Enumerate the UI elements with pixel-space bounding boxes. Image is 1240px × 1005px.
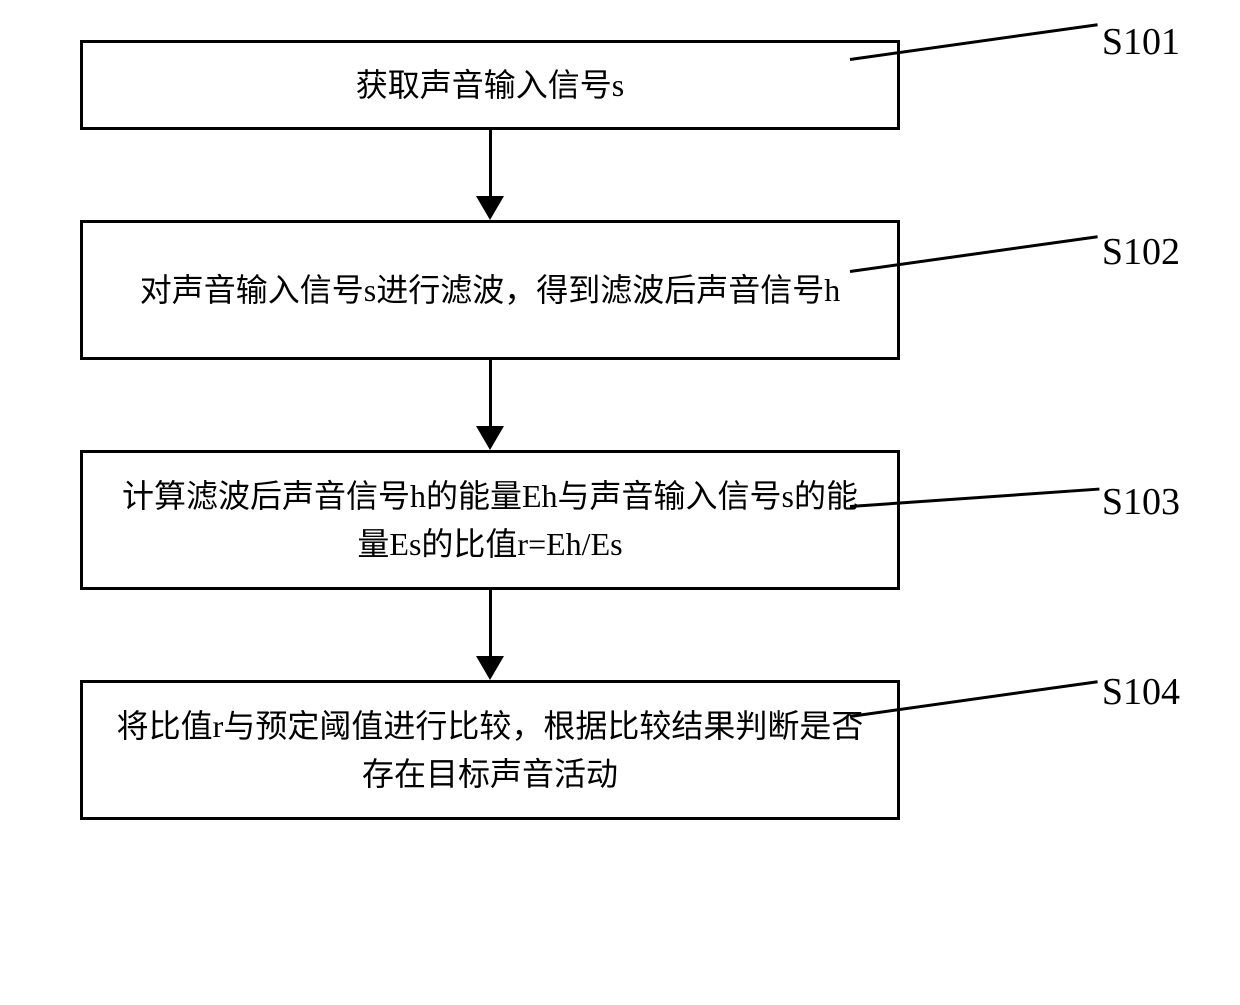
arrow-line-2 (489, 360, 492, 430)
step-box-s101: 获取声音输入信号s (80, 40, 900, 130)
step-label-s101: S101 (1102, 20, 1180, 64)
step-row-2: 对声音输入信号s进行滤波，得到滤波后声音信号h S102 (80, 220, 1180, 360)
flowchart-container: 获取声音输入信号s S101 对声音输入信号s进行滤波，得到滤波后声音信号h S… (80, 40, 1180, 820)
step-text-s102: 对声音输入信号s进行滤波，得到滤波后声音信号h (140, 266, 840, 314)
step-label-s103: S103 (1102, 480, 1180, 524)
arrow-head-3 (476, 656, 504, 680)
step-text-s101: 获取声音输入信号s (356, 61, 624, 109)
arrow-3 (80, 590, 900, 680)
step-box-s104: 将比值r与预定阈值进行比较，根据比较结果判断是否存在目标声音活动 (80, 680, 900, 820)
arrow-2 (80, 360, 900, 450)
arrow-head-2 (476, 426, 504, 450)
step-label-s102: S102 (1102, 230, 1180, 274)
step-row-4: 将比值r与预定阈值进行比较，根据比较结果判断是否存在目标声音活动 S104 (80, 680, 1180, 820)
step-label-s104: S104 (1102, 670, 1180, 714)
step-row-3: 计算滤波后声音信号h的能量Eh与声音输入信号s的能量Es的比值r=Eh/Es S… (80, 450, 1180, 590)
arrow-line-1 (489, 130, 492, 200)
arrow-line-3 (489, 590, 492, 660)
step-box-s102: 对声音输入信号s进行滤波，得到滤波后声音信号h (80, 220, 900, 360)
step-row-1: 获取声音输入信号s S101 (80, 40, 1180, 130)
arrow-head-1 (476, 196, 504, 220)
step-text-s103: 计算滤波后声音信号h的能量Eh与声音输入信号s的能量Es的比值r=Eh/Es (113, 472, 867, 568)
step-box-s103: 计算滤波后声音信号h的能量Eh与声音输入信号s的能量Es的比值r=Eh/Es (80, 450, 900, 590)
arrow-1 (80, 130, 900, 220)
step-text-s104: 将比值r与预定阈值进行比较，根据比较结果判断是否存在目标声音活动 (113, 702, 867, 798)
